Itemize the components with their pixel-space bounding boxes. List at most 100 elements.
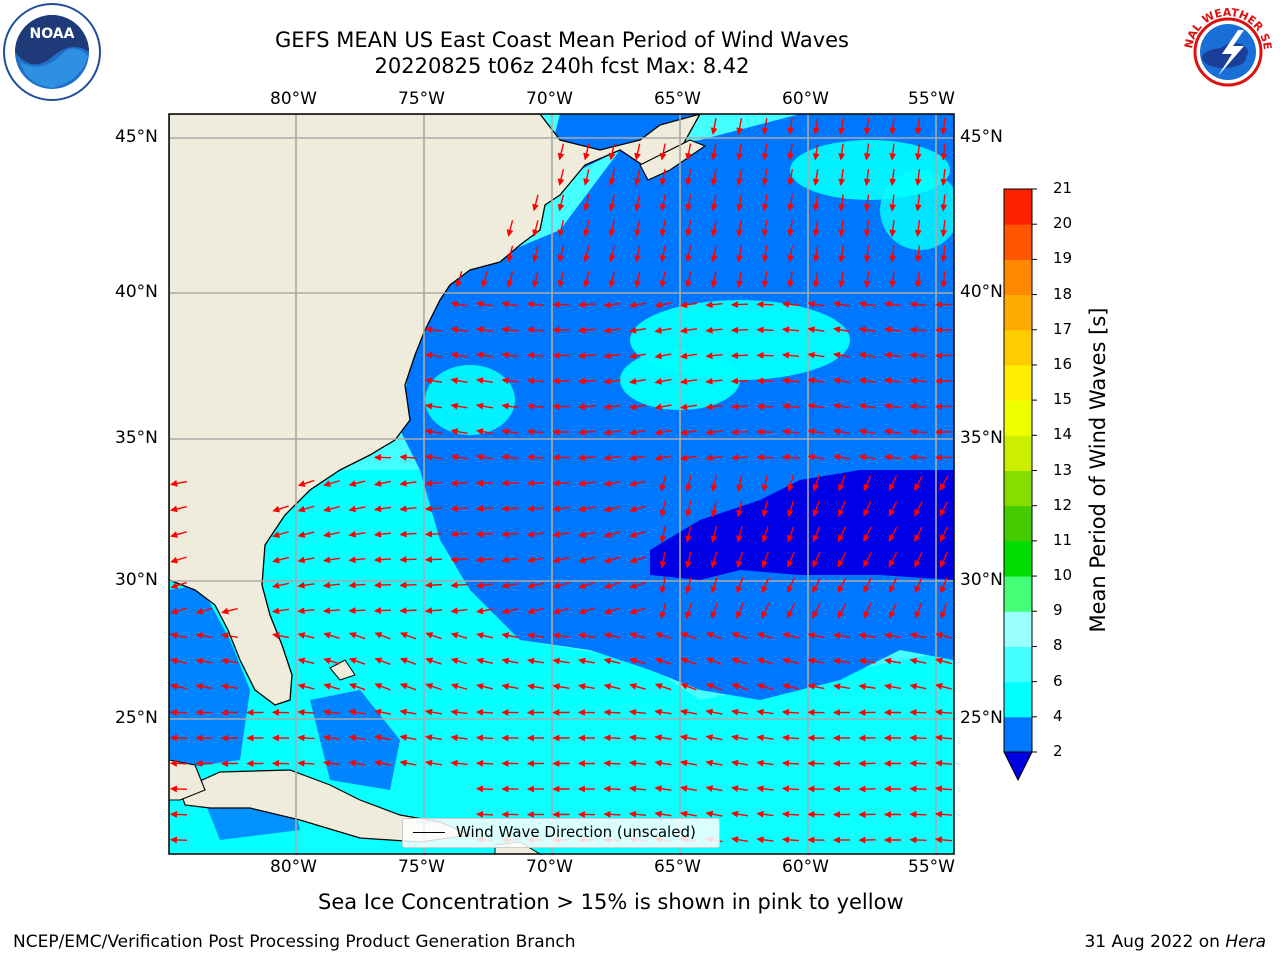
wave-direction-arrowhead [832, 300, 841, 308]
wave-direction-arrowhead [889, 611, 896, 619]
wave-direction-arrowhead [552, 811, 560, 818]
lon-label-bottom-80w: 80°W [270, 857, 317, 877]
wave-direction-arrowhead [654, 352, 663, 360]
wave-direction-arrowhead [526, 479, 535, 487]
wave-direction-arrowhead [476, 657, 484, 665]
wave-direction-arrowhead [730, 708, 739, 716]
wave-direction-arrowhead [374, 708, 382, 716]
wave-direction-arrowhead [832, 785, 840, 793]
wave-direction-arrowhead [532, 280, 539, 288]
wave-direction-arrowhead [246, 734, 254, 742]
wave-direction-arrowhead [501, 581, 509, 589]
wave-direction-arrowhead [807, 300, 815, 308]
colorbar-segment [1004, 435, 1032, 471]
wave-direction-arrowhead [450, 607, 458, 615]
wave-direction-arrowhead [577, 734, 585, 742]
wave-direction-arrowhead [577, 428, 586, 436]
wave-direction-arrowhead [863, 178, 871, 187]
wave-direction-arrowhead [863, 508, 870, 517]
wave-direction-arrowhead [323, 531, 331, 538]
colorbar-tick-label: 11 [1053, 530, 1073, 549]
lat-label-right-25n: 25°N [960, 708, 1003, 728]
wave-direction-arrowhead [583, 229, 590, 237]
wave-direction-arrowhead [374, 734, 382, 741]
wave-direction-arrowhead [374, 480, 382, 487]
wave-direction-arrowhead [526, 709, 534, 716]
wave-direction-arrowhead [807, 402, 815, 410]
wave-direction-arrowhead [348, 607, 356, 614]
wave-direction-arrowhead [888, 534, 896, 543]
wave-direction-arrowhead [838, 280, 846, 289]
colorbar-tick-label: 6 [1053, 671, 1063, 690]
wave-direction-arrowhead [608, 203, 616, 212]
wave-direction-arrowhead [761, 280, 769, 289]
wave-direction-arrowhead [705, 377, 713, 385]
wave-direction-arrowhead [221, 607, 229, 615]
wave-direction-arrowhead [685, 509, 692, 518]
wave-direction-arrowhead [812, 204, 820, 212]
wave-direction-arrowhead [373, 530, 382, 538]
wave-direction-arrowhead [685, 178, 692, 186]
wave-direction-arrowhead [837, 610, 845, 619]
wave-direction-arrowhead [883, 785, 891, 793]
wave-direction-arrowhead [170, 582, 179, 589]
lat-label-right-45n: 45°N [960, 127, 1003, 147]
wave-direction-arrowhead [169, 811, 178, 818]
wave-direction-arrowhead [756, 632, 765, 639]
wave-direction-arrowhead [730, 428, 739, 436]
wave-direction-arrowhead [450, 453, 459, 461]
legend-line-sample [413, 832, 445, 833]
wave-direction-arrowhead [761, 254, 769, 263]
wave-direction-arrowhead [736, 585, 743, 594]
wave-direction-arrowhead [526, 556, 535, 564]
wave-direction-arrowhead [705, 683, 714, 690]
wave-direction-arrowhead [450, 632, 459, 639]
wave-direction-arrowhead [858, 300, 866, 308]
wave-direction-arrowhead [323, 657, 331, 665]
wave-direction-arrowhead [424, 734, 433, 742]
run-date-text: 31 Aug 2022 on [1084, 932, 1226, 952]
lat-label-left-30n: 30°N [115, 570, 158, 590]
wave-direction-arrowhead [781, 351, 790, 359]
legend-label: Wind Wave Direction (unscaled) [456, 823, 696, 841]
wave-direction-arrowhead [501, 300, 509, 308]
wave-direction-arrowhead [883, 632, 892, 639]
wave-direction-arrowhead [934, 836, 943, 844]
wave-direction-arrowhead [501, 811, 509, 818]
wave-direction-arrowhead [838, 153, 846, 161]
wave-direction-arrowhead [501, 505, 509, 513]
wave-direction-arrowhead [705, 657, 714, 664]
wave-direction-arrowhead [557, 178, 565, 186]
wave-direction-arrowhead [552, 657, 560, 665]
wave-direction-arrowhead [450, 479, 458, 487]
wave-direction-arrowhead [501, 760, 509, 767]
wave-direction-arrowhead [501, 351, 509, 359]
wave-direction-arrowhead [807, 351, 815, 359]
lon-label-top-80w: 80°W [270, 89, 317, 109]
wave-direction-arrowhead [399, 759, 408, 767]
wave-direction-arrowhead [654, 657, 663, 665]
wave-direction-arrowhead [220, 683, 229, 691]
wave-direction-arrowhead [730, 734, 739, 742]
wave-direction-arrowhead [730, 326, 739, 334]
wave-direction-arrowhead [807, 377, 815, 385]
wave-direction-arrowhead [220, 657, 229, 665]
wave-direction-arrowhead [838, 229, 846, 238]
wave-direction-arrowhead [169, 480, 178, 487]
wave-direction-arrowhead [787, 280, 795, 289]
wave-direction-arrowhead [501, 657, 510, 665]
wave-direction-arrowhead [756, 810, 764, 818]
wave-direction-arrowhead [838, 178, 846, 187]
wave-direction-arrowhead [730, 301, 739, 308]
wave-direction-arrowhead [628, 377, 637, 385]
wave-direction-arrowhead [475, 300, 484, 308]
wave-direction-arrowhead [756, 454, 764, 461]
wave-direction-arrowhead [756, 352, 764, 359]
colorbar-segment [1004, 611, 1032, 647]
wave-direction-arrowhead [781, 428, 790, 436]
wave-direction-arrowhead [577, 403, 586, 411]
map-legend: Wind Wave Direction (unscaled) [402, 818, 720, 848]
wave-direction-arrowhead [578, 556, 586, 564]
wave-direction-arrowhead [399, 632, 408, 639]
wave-direction-arrowhead [909, 326, 917, 334]
